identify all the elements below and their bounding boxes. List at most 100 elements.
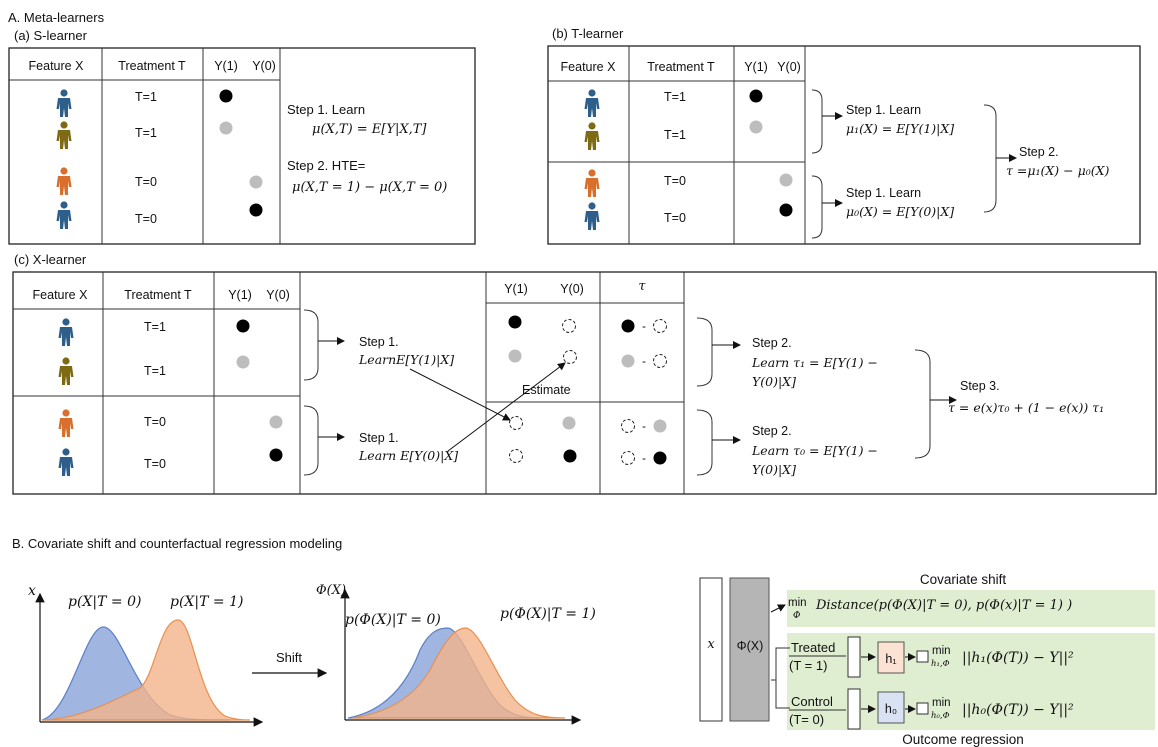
minus-sign: - <box>642 419 646 433</box>
observed-outcome-dot <box>249 175 263 189</box>
x-learner-panel: (c) X-learner Feature X Treatment T Y(1)… <box>12 252 1157 495</box>
t-learner-title: (b) T-learner <box>552 26 624 41</box>
h1-min: min <box>932 645 951 657</box>
shift-label: Shift <box>276 650 302 665</box>
minus-sign: - <box>642 451 646 465</box>
imputed-outcome-dot <box>562 319 576 333</box>
person-blue-icon <box>56 89 72 117</box>
distribution-plot-original: x p(X|T = 0) p(X|T = 1) <box>28 583 264 727</box>
person-blue-icon <box>58 448 74 476</box>
person-blue-icon <box>58 318 74 346</box>
imputed-outcome-dot <box>653 319 667 333</box>
s-step1-label: Step 1. Learn <box>287 102 365 117</box>
observed-outcome-dot <box>621 354 635 368</box>
x-learner-frame <box>12 271 1157 495</box>
treated-output-node <box>916 650 929 663</box>
x-row-treatment: T=1 <box>144 364 166 378</box>
phi-encoder-box <box>729 577 770 722</box>
group-brace <box>914 349 931 459</box>
s-step2-label: Step 2. HTE= <box>287 158 365 173</box>
imputed-outcome-dot <box>509 416 523 430</box>
group-brace <box>303 405 319 476</box>
observed-outcome-dot <box>508 349 522 363</box>
t-learner-panel: (b) T-learner Feature X Treatment T Y(1)… <box>547 26 1141 245</box>
plot1-label-t0: p(X|T = 0) <box>68 594 141 610</box>
t-header-feature: Feature X <box>561 60 617 74</box>
h0-head-box <box>877 691 905 724</box>
x-header-feature: Feature X <box>33 288 89 302</box>
observed-outcome-dot <box>653 451 667 465</box>
distribution-plot-representation: Φ(X) p(Φ(X)|T = 0) p(Φ(X)|T = 1) <box>316 583 596 725</box>
h1-label: h₁ <box>885 652 896 666</box>
person-olive-icon <box>56 121 72 149</box>
observed-outcome-dot <box>236 355 250 369</box>
person-olive-icon <box>58 357 74 385</box>
person-olive-icon <box>584 122 600 150</box>
h0-min-sub: h₀,Φ <box>931 711 950 721</box>
plot1-label-t1: p(X|T = 1) <box>170 594 243 610</box>
person-orange-icon <box>584 169 600 197</box>
t-learner-frame <box>547 45 1141 245</box>
s-header-feature: Feature X <box>29 59 85 73</box>
x-step1a-formula: LearnE[Y(1)|X] <box>358 352 454 367</box>
s-header-y1: Y(1) <box>214 59 238 73</box>
x-header-y0: Y(0) <box>266 288 290 302</box>
covariate-min-sub: Φ <box>793 611 800 621</box>
s-row-treatment: T=0 <box>135 212 157 226</box>
t-header-y0: Y(0) <box>777 60 801 74</box>
x-header-treatment: Treatment T <box>124 288 192 302</box>
observed-outcome-dot <box>562 416 576 430</box>
t-header-y1: Y(1) <box>744 60 768 74</box>
s-header-treatment: Treatment T <box>118 59 186 73</box>
observed-outcome-dot <box>621 319 635 333</box>
person-blue-icon <box>584 89 600 117</box>
input-layer-box <box>699 577 723 722</box>
plot2-label-t1: p(Φ(X)|T = 1) <box>500 606 596 622</box>
observed-outcome-dot <box>749 89 763 103</box>
s-learner-panel: (a) S-learner Feature X Treatment T Y(1)… <box>8 28 476 245</box>
observed-outcome-dot <box>653 419 667 433</box>
estimate-arrow <box>409 368 511 421</box>
h1-loss-formula: ||h₁(Φ(T)) − Y||² <box>962 650 1074 666</box>
s-row-treatment: T=1 <box>135 90 157 104</box>
group-brace <box>811 89 823 154</box>
t-step1b-label: Step 1. Learn <box>846 186 921 200</box>
x-step3-label: Step 3. <box>960 379 1000 393</box>
observed-outcome-dot <box>269 448 283 462</box>
h0-loss-formula: ||h₀(Φ(T)) − Y||² <box>962 702 1074 718</box>
observed-outcome-dot <box>779 173 793 187</box>
x-step1a-label: Step 1. <box>359 335 399 349</box>
t-row-treatment: T=0 <box>664 211 686 225</box>
x-header-tau: τ <box>638 279 646 294</box>
t-step1b-formula: μ₀(X) = E[Y(0)|X] <box>846 204 954 219</box>
imputed-outcome-dot <box>621 419 635 433</box>
covariate-shift-band <box>787 590 1155 627</box>
x-row-treatment: T=1 <box>144 320 166 334</box>
observed-outcome-dot <box>249 203 263 217</box>
h0-min: min <box>932 697 951 709</box>
t-step1a-label: Step 1. Learn <box>846 103 921 117</box>
control-hidden-layer <box>847 688 861 730</box>
person-blue-icon <box>56 201 72 229</box>
person-orange-icon <box>56 167 72 195</box>
control-output-node <box>916 702 929 715</box>
imputed-outcome-dot <box>621 451 635 465</box>
t-row-treatment: T=1 <box>664 90 686 104</box>
group-brace <box>696 409 713 476</box>
s-header-y0: Y(0) <box>252 59 276 73</box>
t-step1a-formula: μ₁(X) = E[Y(1)|X] <box>846 121 954 136</box>
observed-outcome-dot <box>219 89 233 103</box>
s-row-treatment: T=0 <box>135 175 157 189</box>
phi-label: Φ(X) <box>737 639 764 653</box>
control-condition: (T= 0) <box>789 712 824 727</box>
imputed-outcome-dot <box>563 350 577 364</box>
section-b-title: B. Covariate shift and counterfactual re… <box>12 536 342 551</box>
observed-outcome-dot <box>219 121 233 135</box>
x-learner-title: (c) X-learner <box>14 252 87 267</box>
counterfactual-network: Covariate shift Outcome regression x Φ(X… <box>699 572 1155 747</box>
s-learner-title: (a) S-learner <box>14 28 88 43</box>
h1-min-sub: h₁,Φ <box>931 659 950 669</box>
observed-outcome-dot <box>749 120 763 134</box>
group-brace <box>983 104 997 213</box>
